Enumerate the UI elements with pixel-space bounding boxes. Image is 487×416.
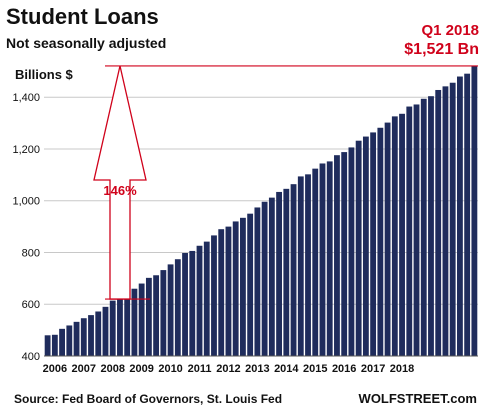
bar: [131, 288, 138, 356]
bar: [348, 147, 355, 356]
x-tick-label: 2010: [158, 363, 182, 375]
x-tick-label: 2011: [188, 363, 212, 375]
x-tick-label: 2012: [216, 363, 240, 375]
latest-period-label: Q1 2018: [421, 22, 479, 39]
bar: [102, 306, 109, 356]
bar: [145, 277, 152, 356]
y-tick-label: 1,200: [12, 144, 40, 156]
y-tick-label: 600: [22, 299, 40, 311]
brand-label: WOLFSTREET.com: [358, 391, 477, 406]
bar: [80, 318, 87, 356]
bar: [247, 213, 254, 356]
bar: [73, 321, 80, 356]
bar: [399, 113, 405, 356]
bar: [254, 207, 261, 356]
bar: [211, 235, 217, 356]
bar: [377, 127, 384, 357]
bar: [297, 176, 304, 356]
bar: [95, 311, 102, 356]
bar: [109, 300, 116, 356]
bar: [442, 86, 449, 356]
bar: [457, 76, 463, 357]
growth-percent-label: 146%: [103, 183, 137, 198]
bar: [276, 191, 282, 356]
x-tick-label: 2015: [303, 363, 327, 375]
bar: [268, 197, 275, 356]
bar: [449, 82, 456, 356]
bar: [124, 292, 131, 356]
y-axis-label: Billions $: [15, 67, 73, 82]
chart-title: Student Loans: [6, 4, 159, 29]
bar: [160, 270, 167, 356]
y-tick-label: 400: [22, 351, 40, 363]
x-tick-label: 2014: [274, 363, 299, 375]
bar: [370, 132, 377, 356]
y-tick-label: 1,000: [12, 196, 40, 208]
bar: [66, 325, 73, 356]
bar: [189, 250, 196, 356]
latest-value-label: $1,521 Bn: [404, 41, 479, 58]
bar: [305, 174, 311, 356]
x-tick-label: 2013: [245, 363, 269, 375]
bar: [218, 229, 225, 356]
source-note: Source: Fed Board of Governors, St. Loui…: [14, 392, 283, 406]
bar: [51, 334, 58, 356]
x-tick-label: 2009: [129, 363, 153, 375]
x-tick-label: 2008: [100, 363, 124, 375]
x-tick-label: 2016: [332, 363, 356, 375]
bar: [261, 201, 268, 356]
bar: [420, 98, 427, 356]
bar: [174, 259, 181, 356]
bar: [196, 245, 203, 356]
bar: [413, 104, 420, 356]
x-tick-label: 2007: [72, 363, 96, 375]
x-tick-label: 2018: [390, 363, 414, 375]
y-tick-label: 800: [22, 247, 40, 259]
bar: [203, 241, 210, 356]
bar: [167, 264, 174, 356]
bar: [464, 73, 471, 357]
bar: [355, 140, 362, 356]
bar: [59, 328, 65, 356]
bar: [290, 184, 297, 356]
x-tick-label: 2017: [361, 363, 385, 375]
growth-arrow: [93, 65, 147, 300]
bar: [435, 89, 442, 356]
bar: [240, 217, 246, 356]
bar: [326, 161, 333, 356]
bar: [428, 96, 434, 356]
bar: [225, 226, 232, 356]
bar: [341, 152, 348, 356]
bar: [138, 283, 145, 356]
bar: [283, 188, 290, 356]
bar: [406, 106, 413, 357]
bar: [117, 298, 123, 356]
x-tick-label: 2006: [43, 363, 67, 375]
y-tick-label: 1,400: [12, 92, 40, 104]
bar: [362, 136, 369, 356]
bar: [471, 65, 478, 357]
bar: [334, 155, 340, 356]
chart-subtitle: Not seasonally adjusted: [6, 35, 167, 51]
bar: [88, 315, 94, 356]
bar: [232, 221, 239, 356]
bar: [312, 168, 319, 356]
bar: [319, 163, 326, 356]
bar: [182, 253, 188, 356]
bar: [391, 116, 398, 356]
bar: [153, 275, 160, 356]
bar: [44, 335, 51, 356]
bar: [384, 122, 391, 356]
